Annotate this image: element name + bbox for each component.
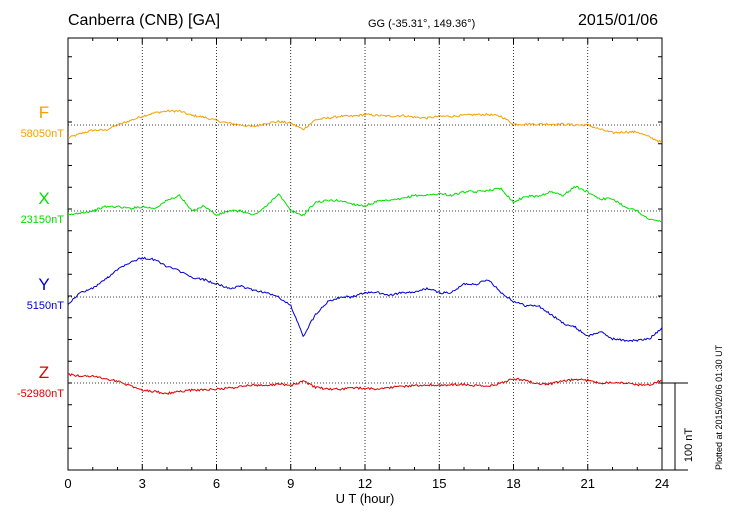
series-name-z: Z: [39, 363, 49, 382]
series-baseline-z: -52980nT: [17, 388, 64, 400]
x-tick-label: 3: [139, 476, 146, 491]
x-tick-label: 12: [358, 476, 372, 491]
series-name-x: X: [38, 189, 49, 208]
date-label: 2015/01/06: [578, 12, 659, 29]
x-tick-label: 9: [287, 476, 294, 491]
x-tick-label: 15: [432, 476, 446, 491]
series-labels: F 58050nT X 23150nT Y 5150nT Z -52980nT: [17, 103, 64, 400]
series-baseline-x: 23150nT: [21, 214, 65, 226]
station-title: Canberra (CNB) [GA]: [68, 12, 221, 29]
series-name-f: F: [39, 103, 49, 122]
scale-bar: 100 nT: [662, 382, 695, 471]
x-tick-label: 24: [655, 476, 669, 491]
series-line-z: [67, 373, 663, 396]
series-name-y: Y: [38, 275, 49, 294]
x-axis-label: U T (hour): [336, 491, 395, 506]
series-baseline-y: 5150nT: [27, 300, 65, 312]
series-line-x: [68, 185, 663, 223]
series-line-f: [67, 109, 663, 143]
x-tick-label: 0: [64, 476, 71, 491]
grid: [68, 38, 662, 470]
series-line-y: [67, 256, 663, 343]
plotted-at-credit: Plotted at 2015/02/06 01:30 UT: [714, 344, 724, 470]
x-tick-label: 21: [581, 476, 595, 491]
scale-bar-label: 100 nT: [683, 428, 695, 463]
tick-marks: [67, 38, 663, 471]
x-tick-labels: 0 3 6 9 12 15 18 21 24: [64, 476, 669, 491]
series-baseline-f: 58050nT: [21, 128, 65, 140]
x-tick-label: 6: [213, 476, 220, 491]
series-group: [67, 109, 663, 396]
x-tick-label: 18: [506, 476, 520, 491]
geographic-coords: GG (-35.31°, 149.36°): [368, 18, 476, 30]
